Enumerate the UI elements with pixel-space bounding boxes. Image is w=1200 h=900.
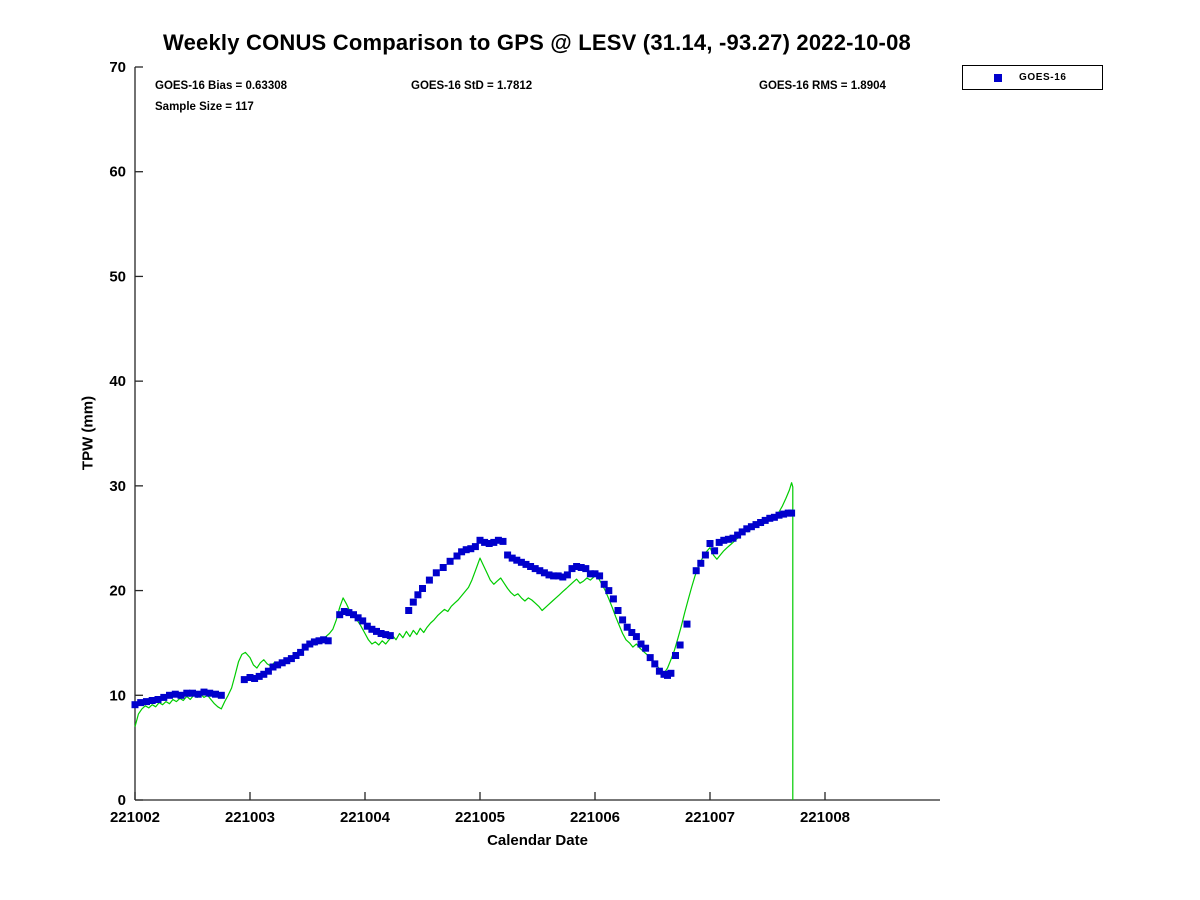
svg-text:221004: 221004	[340, 809, 391, 826]
svg-text:221002: 221002	[110, 809, 160, 826]
svg-text:221006: 221006	[570, 809, 620, 826]
svg-text:50: 50	[109, 268, 126, 285]
stat-rms: GOES-16 RMS = 1.8904	[759, 80, 886, 92]
legend: GOES-16	[962, 65, 1103, 90]
svg-text:30: 30	[109, 478, 126, 495]
gps-line-series	[134, 482, 794, 800]
stat-std: GOES-16 StD = 1.7812	[411, 80, 533, 92]
svg-text:0: 0	[118, 792, 126, 809]
chart-title: Weekly CONUS Comparison to GPS @ LESV (3…	[163, 30, 911, 55]
svg-text:70: 70	[109, 59, 126, 76]
stat-bias: GOES-16 Bias = 0.63308	[155, 80, 288, 92]
stat-sample-size: Sample Size = 117	[155, 101, 254, 113]
svg-text:40: 40	[109, 373, 126, 390]
goes16-legend-marker-icon	[994, 73, 1002, 82]
svg-text:221003: 221003	[225, 809, 275, 826]
svg-text:20: 20	[109, 583, 126, 600]
y-axis-label: TPW (mm)	[79, 395, 97, 471]
svg-text:221008: 221008	[800, 809, 850, 826]
x-axis-label: Calendar Date	[487, 832, 588, 849]
svg-text:60: 60	[109, 164, 126, 181]
goes16-legend-label: GOES-16	[1019, 72, 1067, 83]
svg-text:221005: 221005	[455, 809, 505, 826]
svg-text:221007: 221007	[685, 809, 735, 826]
goes16-marker-series	[131, 509, 796, 709]
svg-text:10: 10	[109, 687, 126, 704]
